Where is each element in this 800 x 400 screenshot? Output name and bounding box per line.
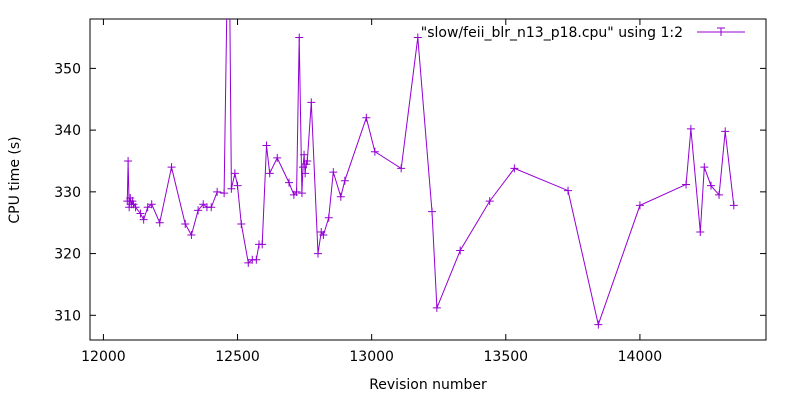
x-tick-label: 12000 bbox=[81, 349, 126, 365]
data-point bbox=[136, 209, 145, 218]
x-tick-label: 13500 bbox=[484, 349, 529, 365]
data-point bbox=[594, 320, 603, 329]
data-point bbox=[300, 150, 309, 159]
data-point bbox=[237, 219, 246, 228]
data-point bbox=[303, 156, 312, 165]
data-point bbox=[307, 98, 316, 107]
data-point bbox=[213, 187, 222, 196]
data-point bbox=[187, 231, 196, 240]
data-point bbox=[124, 156, 133, 165]
data-point bbox=[362, 113, 371, 122]
y-tick-label: 320 bbox=[54, 247, 81, 263]
data-point bbox=[301, 169, 310, 178]
data-point bbox=[258, 240, 267, 249]
data-point bbox=[220, 189, 229, 198]
data-point bbox=[686, 124, 695, 133]
data-point bbox=[139, 215, 148, 224]
data-point bbox=[336, 192, 345, 201]
series-points bbox=[123, 33, 738, 329]
y-tick-label: 310 bbox=[54, 308, 81, 324]
legend-marker bbox=[717, 27, 725, 36]
legend: "slow/feii_blr_n13_p18.cpu" using 1:2 bbox=[421, 25, 745, 41]
y-tick-label: 350 bbox=[54, 61, 81, 77]
data-point bbox=[314, 249, 323, 258]
data-point bbox=[485, 197, 494, 206]
data-point bbox=[696, 227, 705, 236]
y-tick-label: 330 bbox=[54, 185, 81, 201]
data-point bbox=[167, 163, 176, 172]
data-point bbox=[131, 203, 140, 212]
data-point bbox=[297, 189, 306, 198]
plot-frame bbox=[89, 18, 767, 341]
y-tick-label: 340 bbox=[54, 123, 81, 139]
data-point bbox=[635, 201, 644, 210]
x-tick-label: 14000 bbox=[618, 349, 663, 365]
data-point bbox=[252, 255, 261, 264]
series-line bbox=[126, 19, 735, 327]
data-point bbox=[244, 258, 253, 267]
data-point bbox=[432, 303, 441, 312]
data-point bbox=[285, 178, 294, 187]
data-point bbox=[230, 169, 239, 178]
data-point bbox=[194, 206, 203, 215]
data-point bbox=[262, 141, 271, 150]
data-point bbox=[273, 153, 282, 162]
data-point bbox=[413, 33, 422, 42]
data-point bbox=[292, 187, 301, 196]
data-point bbox=[147, 200, 156, 209]
data-point bbox=[319, 231, 328, 240]
data-point bbox=[729, 201, 738, 210]
x-axis-label: Revision number bbox=[369, 377, 487, 393]
data-point bbox=[155, 218, 164, 227]
x-tick-label: 13000 bbox=[349, 349, 394, 365]
data-point bbox=[397, 164, 406, 173]
data-point bbox=[324, 213, 333, 222]
data-point bbox=[233, 181, 242, 190]
data-point bbox=[227, 184, 236, 193]
data-point bbox=[715, 190, 724, 199]
data-point bbox=[700, 163, 709, 172]
data-point bbox=[707, 181, 716, 190]
data-point bbox=[340, 176, 349, 185]
data-point bbox=[456, 246, 465, 255]
data-point bbox=[295, 33, 304, 42]
legend-entry-label: "slow/feii_blr_n13_p18.cpu" using 1:2 bbox=[421, 25, 683, 41]
data-point bbox=[181, 219, 190, 228]
data-point bbox=[564, 186, 573, 195]
data-point bbox=[510, 164, 519, 173]
data-point bbox=[370, 147, 379, 156]
data-point bbox=[682, 180, 691, 189]
data-point bbox=[265, 169, 274, 178]
data-point bbox=[207, 203, 216, 212]
x-axis-ticks: 12000 12500 13000 13500 14000 bbox=[81, 19, 662, 365]
data-point bbox=[329, 168, 338, 177]
data-point bbox=[143, 203, 152, 212]
y-axis-label: CPU time (s) bbox=[7, 136, 23, 223]
x-tick-label: 12500 bbox=[215, 349, 260, 365]
data-point bbox=[721, 127, 730, 136]
data-point bbox=[428, 207, 437, 216]
y-axis-ticks: 310 320 330 340 350 bbox=[54, 61, 766, 324]
